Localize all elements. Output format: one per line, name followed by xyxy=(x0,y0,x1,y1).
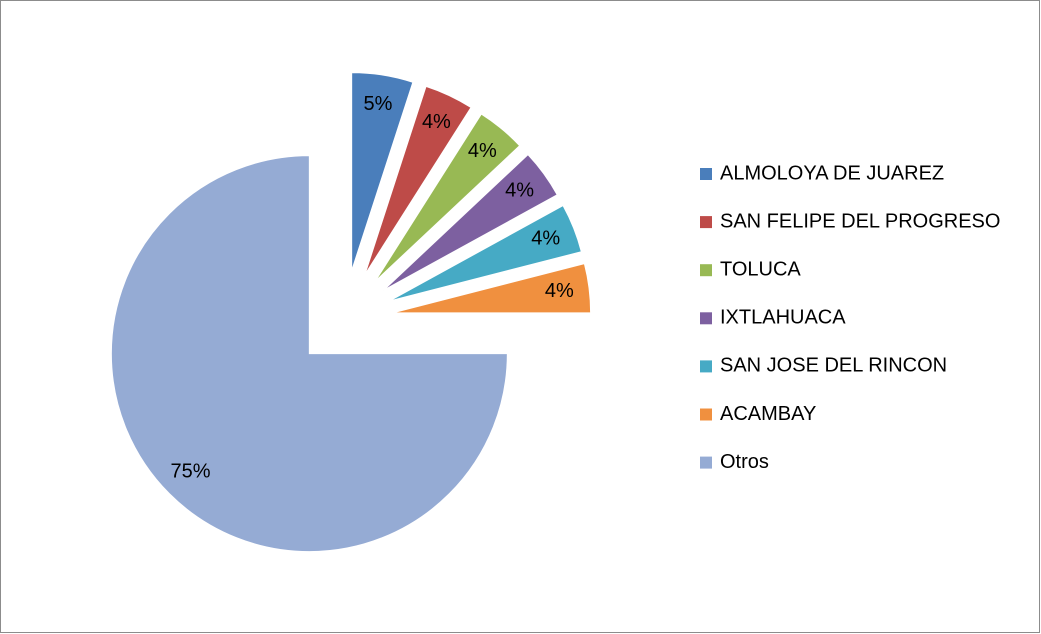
legend-label: ACAMBAY xyxy=(720,403,816,425)
legend-swatch xyxy=(700,168,712,180)
legend-swatch xyxy=(700,312,712,325)
legend-label: Otros xyxy=(720,451,769,473)
pie-slice xyxy=(389,204,582,302)
data-label: 4% xyxy=(468,140,497,162)
legend-swatch xyxy=(700,264,712,277)
legend-swatch xyxy=(700,408,712,421)
pie-slice xyxy=(392,263,592,314)
legend-label: IXTLAHUACA xyxy=(720,307,846,329)
data-label: 4% xyxy=(505,180,534,202)
pie-slice xyxy=(351,72,414,271)
pie-slice xyxy=(383,153,558,291)
legend-label: ALMOLOYA DE JUAREZ xyxy=(720,162,944,184)
data-label: 4% xyxy=(545,280,574,302)
data-label: 5% xyxy=(363,93,392,115)
legend-swatch xyxy=(700,360,712,373)
pie-slice xyxy=(374,113,521,282)
legend-label: SAN FELIPE DEL PROGRESO xyxy=(720,210,1000,232)
pie-slice xyxy=(110,155,508,553)
data-label: 4% xyxy=(422,111,451,133)
data-label: 4% xyxy=(531,227,560,249)
legend-label: SAN JOSE DEL RINCON xyxy=(720,355,947,377)
legend-label: TOLUCA xyxy=(720,258,801,280)
legend-swatch xyxy=(700,456,712,469)
data-label: 75% xyxy=(171,461,211,483)
legend-swatch xyxy=(700,216,712,229)
pie-slice xyxy=(364,85,472,275)
